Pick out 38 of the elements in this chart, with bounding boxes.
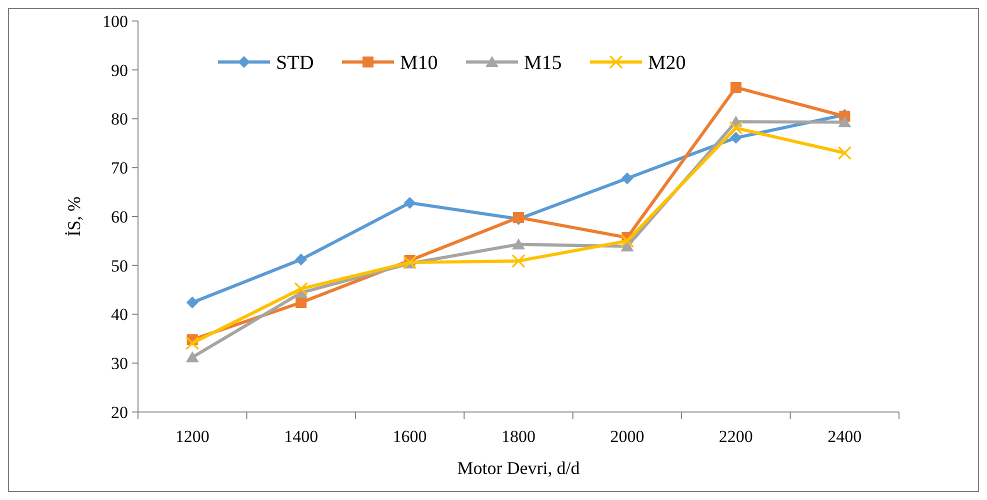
y-tick-label: 100 [102, 12, 128, 31]
point [729, 121, 743, 135]
point [730, 132, 742, 144]
point [621, 172, 634, 184]
y-tick-label: 60 [111, 207, 128, 226]
point [294, 282, 308, 296]
point [512, 254, 526, 268]
x-tick-label: 2200 [718, 427, 753, 446]
y-tick-label: 90 [111, 60, 128, 80]
y-tick-label: 70 [111, 158, 128, 178]
x-axis-title: Motor Devri, d/d [457, 458, 580, 478]
x-tick-label: 2000 [610, 427, 644, 446]
point [186, 296, 198, 309]
point [838, 146, 852, 160]
point [296, 297, 307, 308]
point [404, 196, 416, 209]
y-tick-label: 80 [111, 110, 128, 129]
point [730, 82, 742, 93]
point [295, 254, 308, 266]
point [185, 336, 200, 350]
legend-label: M20 [648, 52, 686, 74]
legend-label: M10 [400, 52, 438, 74]
y-tick-label: 20 [111, 402, 128, 422]
x-tick-label: 2400 [828, 427, 862, 446]
legend-label: M15 [524, 52, 562, 74]
y-tick-label: 50 [111, 256, 128, 276]
point [620, 234, 634, 248]
x-tick-label: 1800 [502, 427, 536, 446]
x-tick-label: 1400 [284, 427, 318, 446]
point [512, 238, 525, 250]
point [838, 116, 852, 128]
point [186, 351, 199, 362]
y-tick-label: 40 [111, 305, 128, 324]
y-tick-label: 30 [111, 354, 128, 374]
x-tick-label: 1200 [175, 427, 210, 446]
x-tick-label: 1600 [392, 427, 427, 446]
y-axis-title: İS, % [64, 196, 84, 236]
legend-label: STD [276, 52, 314, 74]
